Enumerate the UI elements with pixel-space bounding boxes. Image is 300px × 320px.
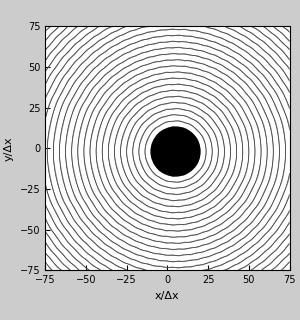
X-axis label: x/Δx: x/Δx (155, 291, 180, 301)
Circle shape (151, 127, 200, 176)
Y-axis label: y/Δx: y/Δx (4, 136, 14, 161)
